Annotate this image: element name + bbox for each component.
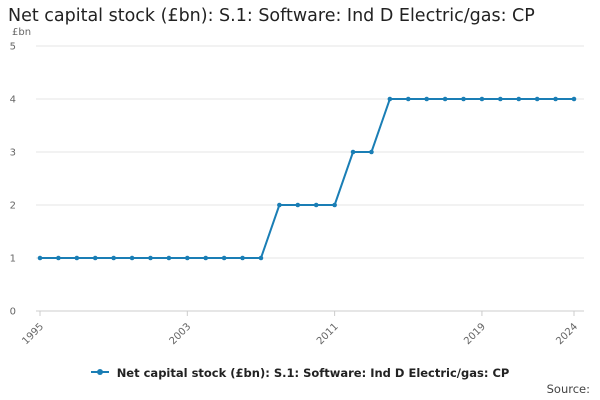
y-tick-label: 4: [10, 95, 16, 106]
data-point: [240, 255, 245, 261]
data-point: [553, 96, 558, 102]
data-point: [332, 202, 337, 208]
y-tick-label: 0: [10, 307, 16, 318]
gridlines: [36, 45, 584, 312]
data-point: [387, 96, 393, 102]
data-point: [571, 96, 577, 102]
legend-label: Net capital stock (£bn): S.1: Software: …: [116, 366, 510, 380]
y-axis-unit-label: £bn: [12, 27, 31, 38]
x-tick-label: 2019: [462, 321, 488, 347]
chart-title: Net capital stock (£bn): S.1: Software: …: [8, 6, 535, 26]
data-point: [37, 255, 43, 261]
data-point: [258, 255, 264, 261]
data-point: [92, 255, 98, 261]
data-point: [405, 96, 411, 102]
data-point: [350, 149, 356, 155]
data-point: [166, 255, 172, 261]
legend: Net capital stock (£bn): S.1: Software: …: [0, 366, 600, 380]
data-point: [148, 255, 153, 261]
y-tick-label: 1: [10, 254, 16, 265]
series-layer: [37, 96, 577, 261]
legend-swatch: [90, 369, 109, 375]
data-point: [479, 96, 485, 102]
data-point: [295, 202, 301, 208]
data-point: [369, 149, 374, 155]
data-point: [516, 96, 522, 102]
data-point: [461, 96, 466, 102]
data-point: [203, 255, 209, 261]
data-point: [277, 202, 282, 208]
y-axis-ticks: 0 1 2 3 4 5: [10, 42, 16, 318]
data-point: [442, 96, 448, 102]
data-point: [221, 255, 227, 261]
data-point: [424, 96, 429, 102]
y-tick-label: 5: [10, 42, 16, 53]
data-point: [313, 202, 319, 208]
y-tick-label: 2: [10, 201, 16, 212]
source-label: Source:: [546, 382, 590, 396]
x-tick-label: 1995: [20, 321, 46, 347]
data-point: [534, 96, 540, 102]
data-point: [185, 255, 190, 261]
data-point: [111, 255, 116, 261]
series-line: [40, 98, 574, 259]
data-point: [498, 96, 503, 102]
x-tick-label: 2011: [315, 321, 341, 347]
data-point: [74, 255, 80, 261]
x-axis-ticks: 1995 2003 2011 2019 2024: [20, 311, 580, 347]
data-point: [129, 255, 135, 261]
data-point: [56, 255, 61, 261]
x-tick-label: 2003: [168, 321, 194, 347]
y-tick-label: 3: [10, 148, 16, 159]
x-tick-label: 2024: [554, 321, 580, 347]
